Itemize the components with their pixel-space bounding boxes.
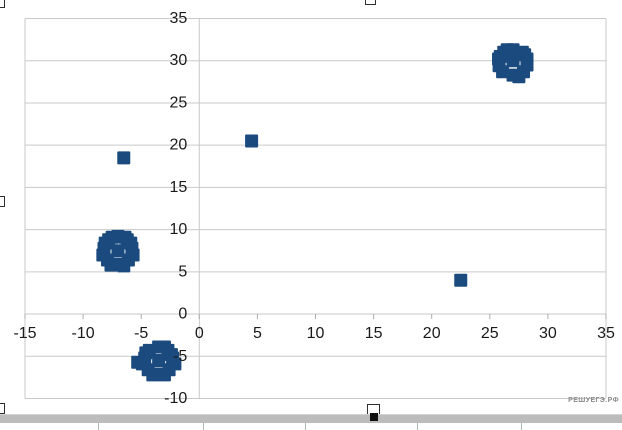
y-axis-label-25: 25 [170,94,188,111]
column-separator [203,421,204,430]
y-axis-label--5: -5 [173,348,187,365]
x-axis-label-10: 10 [307,325,325,342]
data-point[interactable] [117,151,131,165]
data-point[interactable] [520,58,534,72]
data-point[interactable] [493,50,507,63]
x-axis-label-0: 0 [195,325,204,342]
x-axis-label-35: 35 [597,325,615,342]
x-axis-label--15: -15 [13,325,36,342]
selection-handle-bottom-left[interactable] [0,403,5,414]
data-point[interactable] [96,248,110,262]
data-point[interactable] [157,368,171,382]
selection-handle-top-middle[interactable] [365,0,376,5]
data-point[interactable] [518,48,532,62]
x-axis-label-15: 15 [365,325,383,342]
x-axis-label--5: -5 [134,325,148,342]
data-point[interactable] [454,273,468,287]
y-axis-label--10: -10 [164,390,187,407]
x-axis-label-5: 5 [253,325,262,342]
y-axis-label-35: 35 [170,10,188,27]
data-point[interactable] [164,348,178,362]
data-point[interactable] [512,70,526,84]
x-axis-label-25: 25 [481,325,499,342]
column-separator [98,421,99,430]
x-axis-label--10: -10 [72,325,95,342]
data-point[interactable] [152,354,166,367]
x-axis-label-30: 30 [539,325,557,342]
y-axis-label-5: 5 [178,263,187,280]
column-separator [521,421,522,430]
horizontal-scrollbar[interactable] [0,414,622,423]
y-axis-label-10: 10 [170,221,188,238]
y-axis-label-15: 15 [170,179,188,196]
data-point[interactable] [98,236,112,250]
selection-handle-left-middle[interactable] [0,196,5,207]
data-point[interactable] [118,230,132,244]
y-axis-label-0: 0 [178,306,187,323]
data-point[interactable] [146,368,160,382]
data-point[interactable] [111,244,125,258]
x-axis-label-20: 20 [423,325,441,342]
column-separator [417,421,418,430]
y-axis-label-30: 30 [170,52,188,69]
y-axis-label-20: 20 [170,137,188,154]
data-point[interactable] [126,248,140,262]
data-point[interactable] [117,259,131,273]
data-point[interactable] [104,258,118,272]
column-separator [305,421,306,430]
selection-handle-top-left[interactable] [0,0,5,8]
data-point[interactable] [245,134,259,148]
data-point[interactable] [139,346,153,360]
watermark: РЕШУЕГЭ.РФ [568,397,619,404]
selection-handle-bottom-middle-fill[interactable] [370,413,378,421]
